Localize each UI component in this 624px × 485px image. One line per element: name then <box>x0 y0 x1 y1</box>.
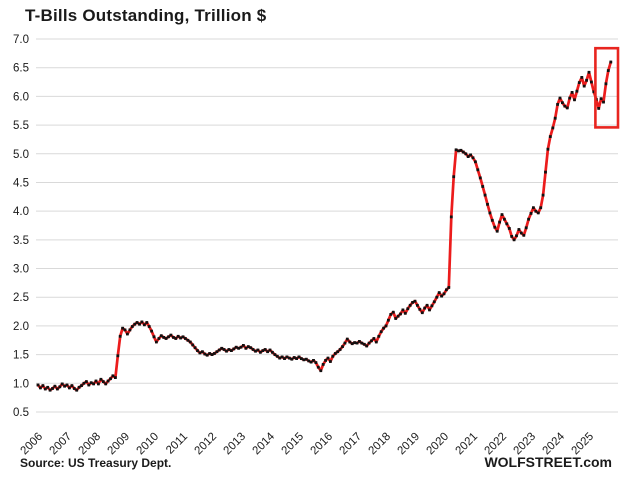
x-tick-label: 2016 <box>309 431 336 458</box>
x-tick-label: 2017 <box>338 431 365 458</box>
x-tick-label: 2006 <box>19 431 46 458</box>
y-tick-label: 4.5 <box>13 177 29 189</box>
data-point-markers <box>36 60 613 392</box>
x-tick-label: 2013 <box>222 431 249 458</box>
y-axis-labels: 7.0 6.5 6.0 5.5 5.0 4.5 4.0 3.5 3.0 2.5 2.0 1.5 1.0 0… <box>13 34 29 419</box>
x-tick-label: 2008 <box>77 431 104 458</box>
y-tick-label: 1.5 <box>13 350 29 362</box>
x-tick-label: 2021 <box>454 431 481 458</box>
x-tick-label: 2018 <box>367 431 394 458</box>
x-tick-label: 2010 <box>135 431 162 458</box>
y-tick-label: 2.5 <box>13 292 29 304</box>
x-tick-label: 2012 <box>193 431 220 458</box>
y-tick-label: 5.5 <box>13 120 29 132</box>
x-tick-label: 2011 <box>164 431 190 457</box>
y-tick-label: 2.0 <box>13 321 29 333</box>
x-tick-label: 2015 <box>280 431 307 458</box>
brand-caption: WOLFSTREET.com <box>484 454 612 470</box>
x-tick-label: 2014 <box>251 430 278 457</box>
x-tick-label: 2020 <box>425 431 452 458</box>
source-caption: Source: US Treasury Dept. <box>20 456 172 470</box>
y-tick-label: 6.0 <box>13 91 29 103</box>
y-tick-label: 3.5 <box>13 235 29 247</box>
y-tick-label: 6.5 <box>13 63 29 75</box>
tbills-series-line <box>36 60 613 392</box>
y-tick-label: 7.0 <box>13 34 29 46</box>
y-tick-label: 0.5 <box>13 407 29 419</box>
highlight-annotation-box <box>594 46 620 129</box>
x-tick-label: 2007 <box>48 431 75 458</box>
gridlines <box>36 38 618 413</box>
x-tick-label: 2019 <box>396 431 423 458</box>
y-tick-label: 5.0 <box>13 149 29 161</box>
y-tick-label: 4.0 <box>13 206 29 218</box>
chart-title: T-Bills Outstanding, Trillion $ <box>25 6 267 25</box>
x-tick-label: 2009 <box>106 431 133 458</box>
y-tick-label: 3.0 <box>13 264 29 276</box>
y-tick-label: 1.0 <box>13 378 29 390</box>
